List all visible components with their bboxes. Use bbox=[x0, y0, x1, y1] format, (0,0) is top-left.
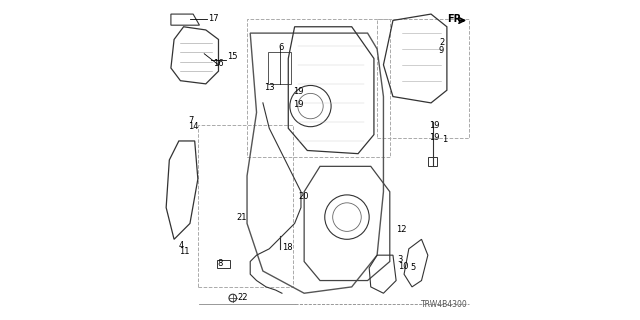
Text: 4: 4 bbox=[179, 241, 184, 250]
Text: 7: 7 bbox=[188, 116, 194, 125]
Text: 5: 5 bbox=[410, 263, 415, 272]
Text: 14: 14 bbox=[188, 122, 199, 131]
Text: 20: 20 bbox=[298, 192, 309, 201]
Text: 8: 8 bbox=[217, 259, 222, 268]
Text: 19: 19 bbox=[293, 87, 303, 96]
Text: 10: 10 bbox=[397, 262, 408, 271]
Text: 18: 18 bbox=[283, 243, 293, 252]
Text: 19: 19 bbox=[429, 121, 440, 130]
Text: 13: 13 bbox=[264, 83, 275, 92]
Text: 6: 6 bbox=[278, 43, 284, 52]
Text: 15: 15 bbox=[227, 52, 238, 61]
Text: FR.: FR. bbox=[447, 14, 465, 24]
Text: 21: 21 bbox=[236, 212, 246, 222]
Text: 2: 2 bbox=[439, 38, 444, 47]
Text: 19: 19 bbox=[293, 100, 303, 109]
Text: 9: 9 bbox=[439, 46, 444, 55]
Text: TRW4B4300: TRW4B4300 bbox=[420, 300, 467, 309]
Text: 1: 1 bbox=[442, 135, 447, 144]
Text: 17: 17 bbox=[209, 14, 219, 23]
Text: 11: 11 bbox=[179, 247, 189, 257]
Text: 3: 3 bbox=[397, 255, 403, 264]
Text: 16: 16 bbox=[213, 59, 224, 68]
Text: 12: 12 bbox=[396, 225, 406, 234]
Text: 22: 22 bbox=[237, 293, 248, 302]
Text: 19: 19 bbox=[429, 133, 440, 142]
